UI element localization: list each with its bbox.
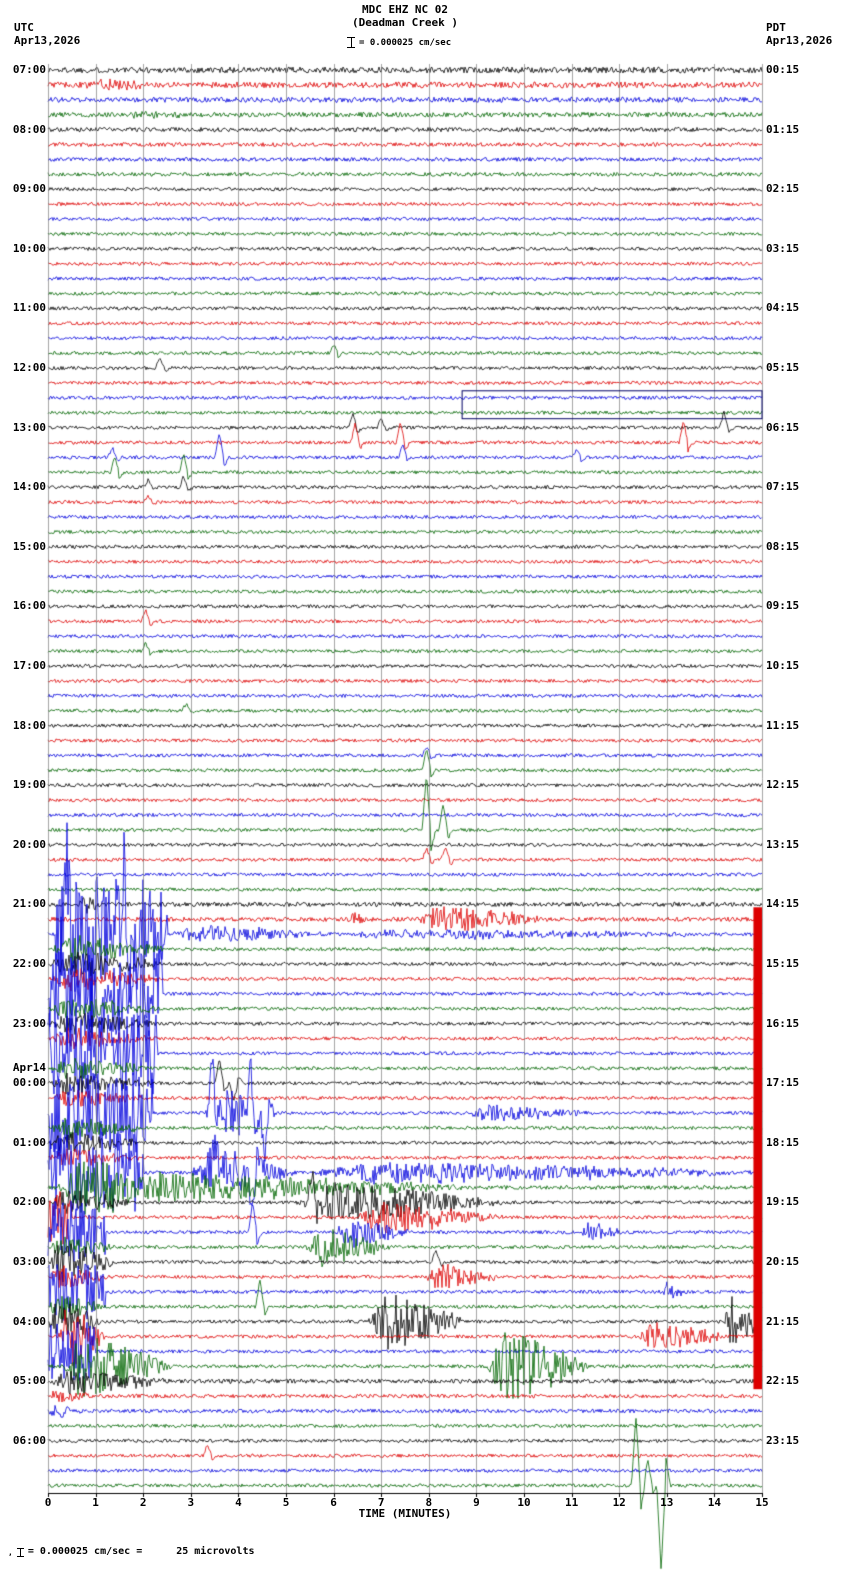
pdt-time-label: 12:15 <box>766 778 800 792</box>
pdt-time-label: 03:15 <box>766 241 800 255</box>
x-axis-tick-label: 13 <box>660 1496 674 1509</box>
utc-time-label: 22:00 <box>12 957 46 970</box>
pdt-time-label: 13:15 <box>766 837 800 851</box>
utc-time-label: 11:00 <box>12 301 46 315</box>
utc-time-label: 07:00 <box>12 63 46 76</box>
scale-ibeam-icon <box>347 37 355 48</box>
scale-legend: = 0.000025 cm/sec <box>347 37 451 48</box>
pdt-time-label: 21:15 <box>766 1314 800 1328</box>
pdt-time-label: 06:15 <box>766 420 800 434</box>
x-axis-tick-label: 4 <box>235 1496 242 1509</box>
pdt-time-label: 17:15 <box>766 1076 800 1090</box>
pdt-time-label: 22:15 <box>766 1374 800 1388</box>
utc-time-label: 16:00 <box>12 599 46 613</box>
right-timezone-label: PDT <box>766 21 786 34</box>
pdt-time-label: 18:15 <box>766 1135 800 1149</box>
left-date-label: Apr13,2026 <box>14 34 81 47</box>
pdt-time-label: 05:15 <box>766 361 800 374</box>
pdt-time-label: 20:15 <box>766 1255 800 1268</box>
utc-time-label: 21:00 <box>12 897 46 911</box>
x-axis-tick-label: 8 <box>425 1496 433 1509</box>
utc-time-label: 01:00 <box>12 1135 46 1149</box>
utc-time-label: 18:00 <box>12 718 46 732</box>
utc-time-label: 20:00 <box>12 837 46 851</box>
utc-time-label: 08:00 <box>12 122 46 136</box>
right-header: PDT Apr13,2026 <box>766 21 832 47</box>
footer-scale-legend: , = 0.000025 cm/sec = 25 microvolts <box>8 1546 255 1557</box>
footer-microvolts: 25 microvolts <box>176 1546 255 1557</box>
pdt-time-label: 07:15 <box>766 480 800 494</box>
pdt-time-label: 16:15 <box>766 1016 800 1030</box>
utc-time-label: 06:00 <box>12 1433 46 1447</box>
utc-time-label: 09:00 <box>12 182 46 196</box>
pdt-time-label: 08:15 <box>766 539 800 553</box>
date-label: Apr14 <box>12 1061 46 1075</box>
pdt-time-label: 23:15 <box>766 1433 800 1447</box>
x-axis-tick-label: 7 <box>377 1496 385 1509</box>
left-header: UTC Apr13,2026 <box>14 21 80 47</box>
pdt-time-label: 15:15 <box>766 957 800 970</box>
utc-time-label: 12:00 <box>12 361 46 374</box>
utc-time-label: 19:00 <box>12 778 46 792</box>
pdt-time-label: 02:15 <box>766 182 800 196</box>
utc-time-label: 03:00 <box>12 1255 46 1268</box>
x-axis-tick-label: 10 <box>517 1496 531 1509</box>
pdt-time-label: 11:15 <box>766 718 800 732</box>
utc-time-label: 23:00 <box>12 1016 46 1030</box>
utc-time-label: 15:00 <box>12 539 46 553</box>
utc-time-label: 00:00 <box>12 1076 46 1090</box>
x-axis-tick-label: 15 <box>755 1496 769 1509</box>
pdt-time-label: 19:15 <box>766 1195 800 1209</box>
pdt-time-label: 10:15 <box>766 659 800 672</box>
utc-time-label: 10:00 <box>12 241 46 255</box>
x-axis-tick-label: 12 <box>612 1496 626 1509</box>
utc-time-label: 14:00 <box>12 480 46 494</box>
x-axis-label: TIME (MINUTES) <box>358 1507 452 1520</box>
utc-time-label: 13:00 <box>12 420 46 434</box>
pdt-time-label: 01:15 <box>766 122 800 136</box>
station-subtitle: (Deadman Creek ) <box>352 16 458 29</box>
left-timezone-label: UTC <box>14 21 34 34</box>
pdt-time-label: 14:15 <box>766 897 800 911</box>
right-date-label: Apr13,2026 <box>766 34 833 47</box>
station-title: MDC EHZ NC 02 <box>361 3 449 16</box>
pdt-time-label: 04:15 <box>766 301 800 315</box>
utc-time-label: 17:00 <box>12 659 46 672</box>
x-axis-tick-label: 11 <box>564 1496 579 1509</box>
footer-ibeam-icon <box>16 1548 24 1557</box>
utc-time-label: 05:00 <box>12 1374 46 1388</box>
footer-tick-mark: , <box>8 1548 13 1557</box>
x-axis-tick-label: 6 <box>330 1496 337 1509</box>
utc-time-label: 02:00 <box>12 1195 46 1209</box>
x-axis-tick-label: 9 <box>473 1496 480 1509</box>
pdt-time-label: 09:15 <box>766 599 800 613</box>
x-axis-tick-label: 5 <box>282 1496 290 1509</box>
x-axis-tick-label: 2 <box>139 1496 147 1509</box>
x-axis-tick-label: 1 <box>92 1496 99 1509</box>
x-axis-tick-label: 0 <box>44 1496 52 1509</box>
pdt-time-label: 00:15 <box>766 63 800 76</box>
footer-scale-text: = 0.000025 cm/sec = <box>27 1546 143 1557</box>
scale-text: = 0.000025 cm/sec <box>359 37 452 48</box>
utc-time-label: 04:00 <box>12 1314 46 1328</box>
x-axis-tick-label: 14 <box>707 1496 722 1509</box>
x-axis-tick-label: 3 <box>187 1496 195 1509</box>
